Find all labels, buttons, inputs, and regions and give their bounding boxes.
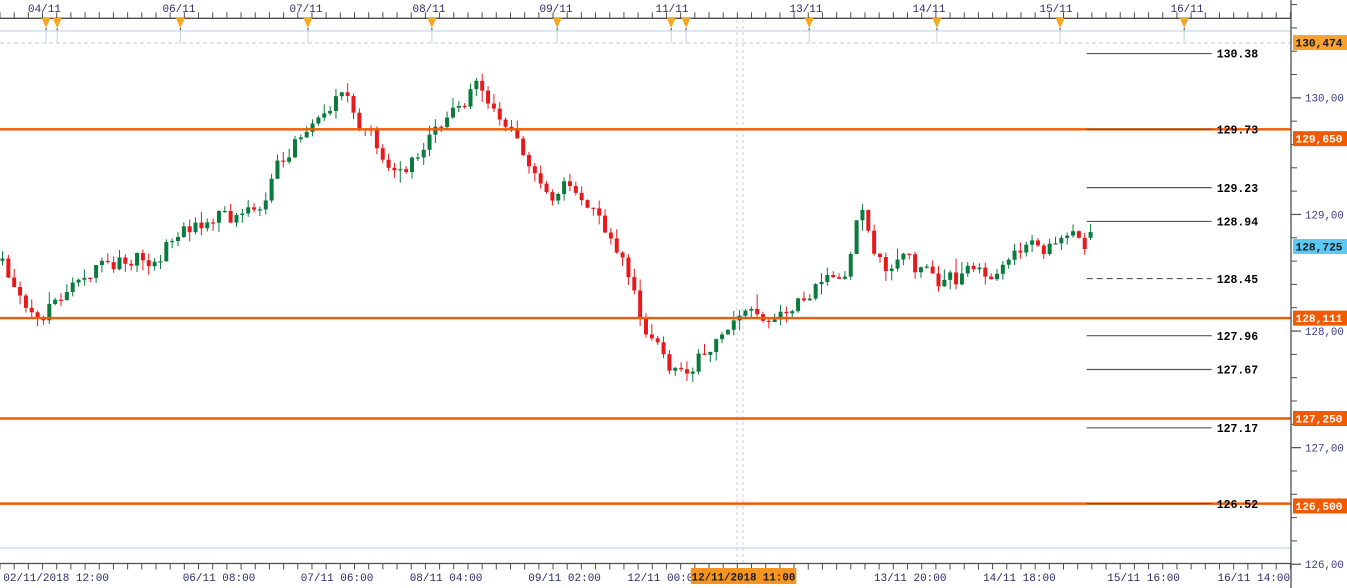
svg-text:126,00: 126,00	[1305, 560, 1344, 572]
svg-text:15/11 16:00: 15/11 16:00	[1107, 573, 1180, 585]
svg-text:129.23: 129.23	[1217, 183, 1259, 196]
svg-text:14/11: 14/11	[912, 4, 945, 16]
svg-text:09/11: 09/11	[539, 4, 572, 16]
svg-text:127.17: 127.17	[1217, 423, 1259, 436]
svg-text:129.73: 129.73	[1217, 125, 1259, 138]
svg-text:06/11 08:00: 06/11 08:00	[183, 573, 256, 585]
svg-text:130.38: 130.38	[1217, 49, 1259, 62]
svg-text:130,474: 130,474	[1296, 38, 1343, 50]
svg-text:126,500: 126,500	[1296, 502, 1343, 514]
svg-text:127.96: 127.96	[1217, 331, 1259, 344]
svg-text:127,250: 127,250	[1296, 414, 1343, 426]
svg-text:14/11 18:00: 14/11 18:00	[983, 573, 1056, 585]
svg-text:09/11 02:00: 09/11 02:00	[528, 573, 601, 585]
svg-text:129,00: 129,00	[1305, 210, 1344, 222]
svg-text:128.45: 128.45	[1217, 274, 1259, 287]
svg-text:126.52: 126.52	[1217, 499, 1259, 512]
svg-text:13/11: 13/11	[789, 4, 822, 16]
svg-text:15/11: 15/11	[1039, 4, 1072, 16]
svg-text:04/11: 04/11	[28, 4, 61, 16]
svg-text:02/11/2018 12:00: 02/11/2018 12:00	[3, 573, 109, 585]
svg-text:130,00: 130,00	[1305, 94, 1344, 106]
svg-text:08/11: 08/11	[412, 4, 445, 16]
svg-text:12/11/2018 11:00: 12/11/2018 11:00	[692, 573, 796, 585]
svg-text:127.67: 127.67	[1217, 365, 1259, 378]
svg-text:11/11: 11/11	[655, 4, 688, 16]
svg-text:07/11: 07/11	[289, 4, 322, 16]
svg-text:06/11: 06/11	[162, 4, 195, 16]
svg-text:16/11: 16/11	[1170, 4, 1203, 16]
svg-text:12/11 00:00: 12/11 00:00	[627, 573, 700, 585]
svg-text:128.94: 128.94	[1217, 217, 1259, 230]
svg-text:08/11 04:00: 08/11 04:00	[410, 573, 483, 585]
svg-text:129,650: 129,650	[1296, 134, 1343, 146]
svg-text:127,00: 127,00	[1305, 443, 1344, 455]
svg-text:16/11 14:00: 16/11 14:00	[1217, 573, 1290, 585]
svg-text:128,111: 128,111	[1296, 314, 1343, 326]
svg-text:128,725: 128,725	[1296, 242, 1343, 254]
svg-text:128,00: 128,00	[1305, 327, 1344, 339]
svg-text:07/11 06:00: 07/11 06:00	[301, 573, 374, 585]
svg-text:13/11 20:00: 13/11 20:00	[874, 573, 947, 585]
